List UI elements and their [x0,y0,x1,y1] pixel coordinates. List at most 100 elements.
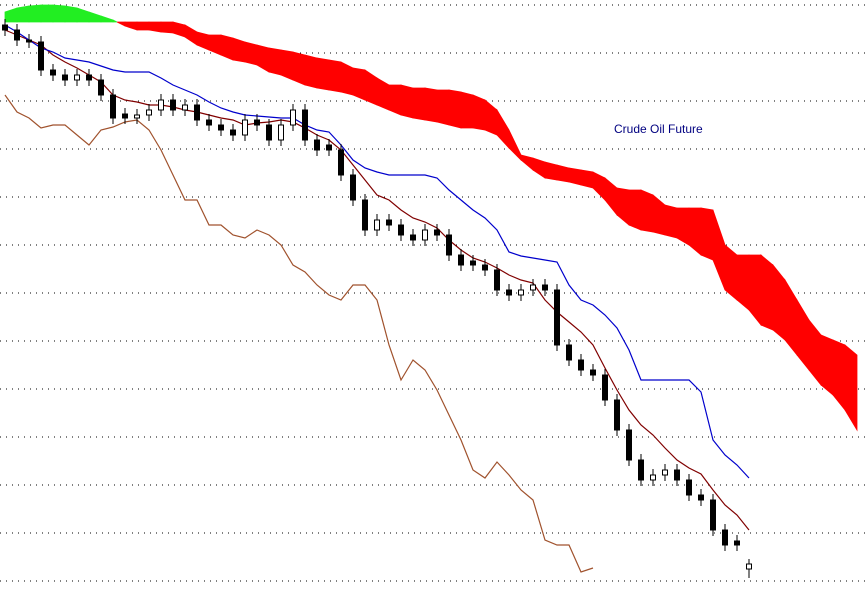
candle-body [38,41,44,71]
indicator-line [4,94,594,573]
cloud [844,344,858,432]
candle-body [146,109,152,116]
candle-body [518,289,524,296]
cloud [628,189,642,231]
cloud [544,161,558,181]
candle-body [602,374,608,401]
candle-body [458,254,464,266]
candle-body [50,69,56,76]
cloud [244,41,258,66]
cloud [316,57,330,91]
candle-body [734,540,740,546]
cloud [448,89,462,129]
candle-body [194,104,200,121]
candle-body [170,99,176,111]
cloud [304,54,318,89]
candle-body [362,199,368,231]
candle-body [182,104,188,111]
cloud [676,207,690,246]
indicator-line [4,29,750,531]
cloud [136,21,150,31]
candle-body [254,119,260,126]
candle-body [86,74,92,81]
cloud [292,51,306,86]
candle-body [566,344,572,361]
candle-body [434,229,440,236]
cloud [400,84,414,119]
cloud [724,244,738,301]
candle-body [290,109,296,126]
candle-body [494,269,500,291]
candle-body [206,119,212,126]
candle-body [650,474,656,481]
candle-body [446,234,452,256]
candle-body [122,113,128,119]
candle-body [74,74,80,81]
candle-body [230,129,236,136]
cloud [556,164,570,183]
candle-body [578,359,584,371]
candle-body [2,24,8,31]
candle-body [506,289,512,296]
cloud [28,4,42,23]
cloud [568,167,582,186]
chart-title: Crude Oil Future [614,122,703,136]
candle-body [626,429,632,461]
candle-body [530,284,536,291]
candle-body [374,219,380,231]
candle-body [158,99,164,111]
cloud [328,59,342,93]
cloud [424,87,438,123]
indicator-line [4,24,750,479]
cloud [64,5,78,23]
candle-body [398,224,404,236]
candle-body [638,459,644,481]
candle-body [710,499,716,531]
cloud [40,4,54,23]
candle-body [278,124,284,141]
cloud [16,5,30,23]
candle-body [746,563,752,570]
candle-body [542,284,548,291]
candle-body [674,469,680,481]
cloud [700,207,714,261]
candle-body [662,469,668,476]
candle-body [14,29,20,41]
candle-body [350,174,356,201]
cloud [112,19,118,23]
candle-body [698,494,704,501]
candle-body [242,119,248,136]
cloud [436,89,450,126]
cloud [280,49,294,81]
cloud [388,84,402,116]
cloud [340,61,354,96]
candle-body [326,144,332,151]
cloud [460,91,474,129]
cloud [472,94,486,131]
candle-body [338,149,344,176]
cloud [580,169,594,189]
candle-body [422,229,428,241]
candle-body [302,109,308,141]
cloud [664,204,678,239]
candle-body [98,79,104,96]
cloud [232,37,246,63]
candle-body [266,124,272,141]
cloud [52,4,66,23]
candle-body [554,289,560,346]
candle-body [614,399,620,431]
cloud [352,67,366,101]
cloud [760,254,774,331]
cloud [412,87,426,121]
candle-body [26,39,32,43]
candle-body [134,114,140,119]
cloud [820,334,834,396]
candle-body [410,234,416,241]
cloud [268,47,282,76]
candle-body [218,124,224,131]
candle-body [482,264,488,271]
cloud [736,254,750,311]
candle-body [722,529,728,546]
cloud [640,189,654,233]
